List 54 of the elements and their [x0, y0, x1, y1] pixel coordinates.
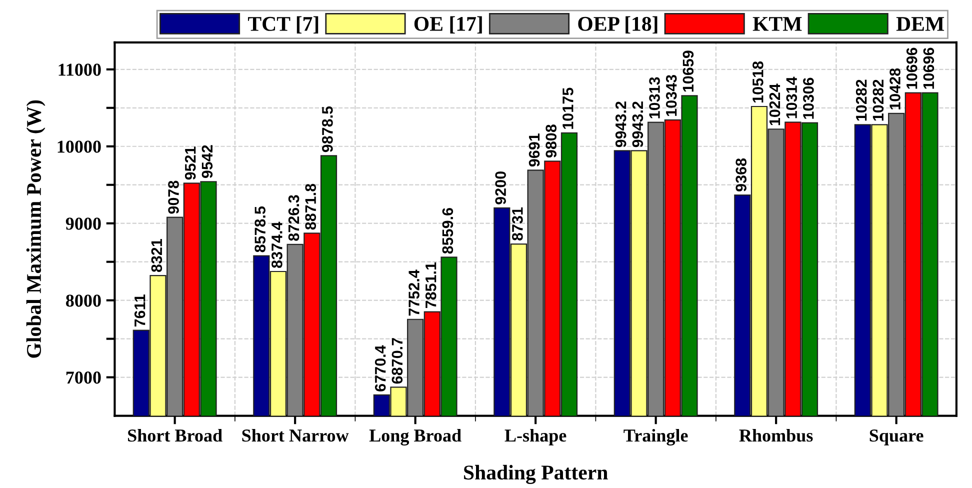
data-label: 10224 [769, 84, 780, 126]
data-label: 8559.6 [442, 208, 454, 254]
data-label: 9808 [546, 124, 557, 158]
data-label: 10696 [906, 48, 918, 89]
data-label: 6770.4 [374, 345, 386, 392]
x-axis-title: Shading Pattern [464, 464, 608, 484]
y-tick-label: 10000 [58, 140, 101, 153]
data-label: 6870.7 [392, 338, 403, 384]
x-tick-label: Square [870, 430, 924, 446]
data-label: 10314 [786, 76, 798, 118]
data-label: 10313 [649, 77, 660, 118]
legend-label: DEM [896, 17, 944, 31]
data-label: 10343 [666, 74, 677, 116]
y-tick-label: 9000 [66, 218, 101, 230]
data-label: 7611 [134, 294, 146, 327]
legend-label: OE [17] [414, 16, 482, 34]
x-tick-label: Traingle [624, 428, 688, 446]
legend-label: KTM [752, 17, 802, 31]
data-label: 8578.5 [254, 206, 266, 252]
data-label: 7851.1 [425, 262, 436, 308]
y-axis-title: Global Maximum Power (W) [26, 100, 46, 358]
y-tick-label: 11000 [58, 64, 101, 76]
data-label: 9878.5 [322, 106, 333, 152]
data-label: 10306 [803, 78, 814, 119]
x-tick-label: Short Broad [128, 428, 222, 442]
data-label: 10428 [890, 68, 900, 110]
data-label: 10659 [682, 50, 694, 92]
data-label: 8726.3 [288, 195, 300, 241]
data-label: 9200 [495, 172, 506, 204]
y-tick-label: 7000 [66, 372, 101, 384]
x-tick-label: Long Broad [369, 428, 462, 446]
x-tick-label: L-shape [504, 428, 566, 446]
data-label: 9078 [168, 180, 179, 214]
data-label: 10282 [856, 80, 867, 121]
data-label: 9368 [736, 158, 747, 192]
data-label: 9521 [184, 146, 196, 180]
legend-label: OEP [18] [578, 16, 658, 34]
data-label: 9943.2 [632, 102, 644, 148]
data-label: 10696 [923, 48, 934, 89]
legend-label: TCT [7] [248, 16, 318, 34]
data-label: 8374.4 [272, 222, 282, 268]
x-tick-label: Rhombus [739, 428, 813, 442]
data-label: 10282 [872, 80, 884, 121]
data-label: 9943.2 [615, 102, 626, 148]
data-label: 10175 [562, 88, 574, 129]
y-tick-label: 8000 [66, 294, 101, 307]
data-label: 8871.8 [305, 184, 316, 230]
data-label: 9691 [528, 134, 540, 167]
data-label: 9542 [202, 145, 213, 178]
data-label: 8731 [512, 207, 523, 240]
data-label: 8321 [151, 238, 162, 272]
data-label: 7752.4 [408, 270, 420, 316]
data-label: 10518 [752, 61, 764, 102]
x-tick-label: Short Narrow [242, 428, 349, 442]
